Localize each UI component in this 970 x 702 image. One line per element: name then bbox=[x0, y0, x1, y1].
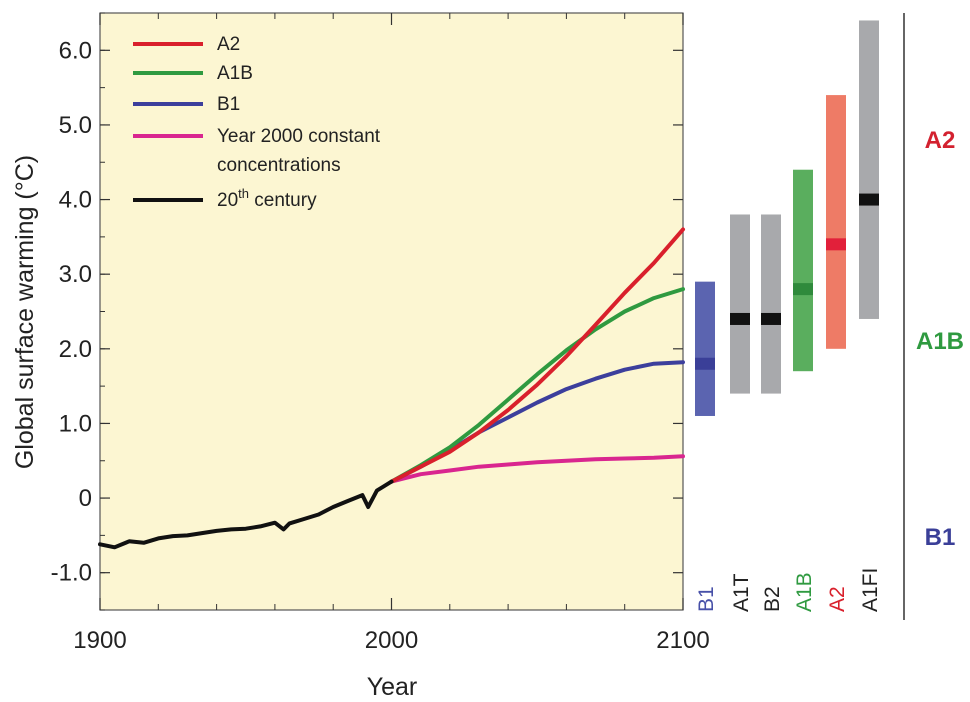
range-bar-a1b bbox=[793, 169, 813, 372]
legend: A2 A1B B1 Year 2000 constant concentrations 2… bbox=[133, 34, 381, 211]
plot-area bbox=[99, 12, 684, 611]
side-label-a1b: A1B bbox=[916, 328, 964, 355]
y-tick-label: 3.0 bbox=[59, 261, 92, 288]
series-line-c20 bbox=[98, 479, 394, 550]
y-axis-title: Global surface warming (°C) bbox=[11, 155, 39, 469]
y-tick-label: 0 bbox=[79, 485, 92, 512]
range-label-b2: B2 bbox=[761, 586, 784, 612]
range-label-a1fi: A1FI bbox=[859, 568, 882, 612]
scenario-range-bars: B1 A1T B2 A1B A2 A1FI bbox=[695, 20, 882, 612]
legend-label-constant: Year 2000 constant bbox=[217, 126, 381, 147]
best-estimate-a1t bbox=[730, 312, 750, 325]
x-tick-label: 1900 bbox=[73, 627, 126, 654]
side-label-b1: B1 bbox=[925, 524, 956, 551]
legend-superscript: th bbox=[238, 186, 249, 201]
y-axis-ticks: 6.0 5.0 4.0 3.0 2.0 1.0 0 -1.0 bbox=[51, 12, 683, 611]
best-estimate-b2 bbox=[761, 312, 781, 325]
range-bar-a1t bbox=[730, 214, 750, 394]
range-bar-a1fi bbox=[859, 20, 879, 319]
y-tick-label: 4.0 bbox=[59, 187, 92, 214]
range-bar-a2 bbox=[826, 95, 846, 349]
series-line-a1b bbox=[389, 287, 685, 484]
range-label-b1: B1 bbox=[695, 586, 718, 612]
best-estimate-b1 bbox=[695, 357, 715, 370]
range-label-a1t: A1T bbox=[730, 573, 753, 612]
range-bar-b1 bbox=[695, 281, 715, 416]
series-line-a2 bbox=[389, 227, 685, 484]
legend-label-a1b: A1B bbox=[217, 63, 253, 84]
series-line-constant bbox=[389, 454, 685, 484]
y-tick-label: 5.0 bbox=[59, 112, 92, 139]
y-tick-label: 1.0 bbox=[59, 410, 92, 437]
range-bar-b2 bbox=[761, 214, 781, 394]
best-estimate-a2 bbox=[826, 238, 846, 251]
legend-label-b1: B1 bbox=[217, 94, 240, 115]
range-label-a2: A2 bbox=[826, 586, 849, 612]
legend-label-rest: century bbox=[249, 190, 317, 211]
x-tick-label: 2000 bbox=[365, 627, 418, 654]
series-lines bbox=[98, 227, 685, 550]
range-label-a1b: A1B bbox=[793, 572, 816, 612]
y-tick-label: 2.0 bbox=[59, 336, 92, 363]
side-label-a2: A2 bbox=[925, 127, 956, 154]
x-axis-ticks: 1900 2000 2100 bbox=[73, 13, 710, 654]
legend-label-constant-line2: concentrations bbox=[217, 155, 341, 176]
side-labels: A2 A1B B1 bbox=[916, 127, 964, 551]
legend-label-a2: A2 bbox=[217, 34, 240, 55]
x-tick-label: 2100 bbox=[656, 627, 709, 654]
y-tick-label: -1.0 bbox=[51, 560, 92, 587]
legend-label-c20: 20th century bbox=[217, 186, 317, 211]
best-estimate-a1b bbox=[793, 283, 813, 296]
best-estimate-a1fi bbox=[859, 193, 879, 206]
y-tick-label: 6.0 bbox=[59, 37, 92, 64]
x-axis-title: Year bbox=[367, 673, 418, 701]
